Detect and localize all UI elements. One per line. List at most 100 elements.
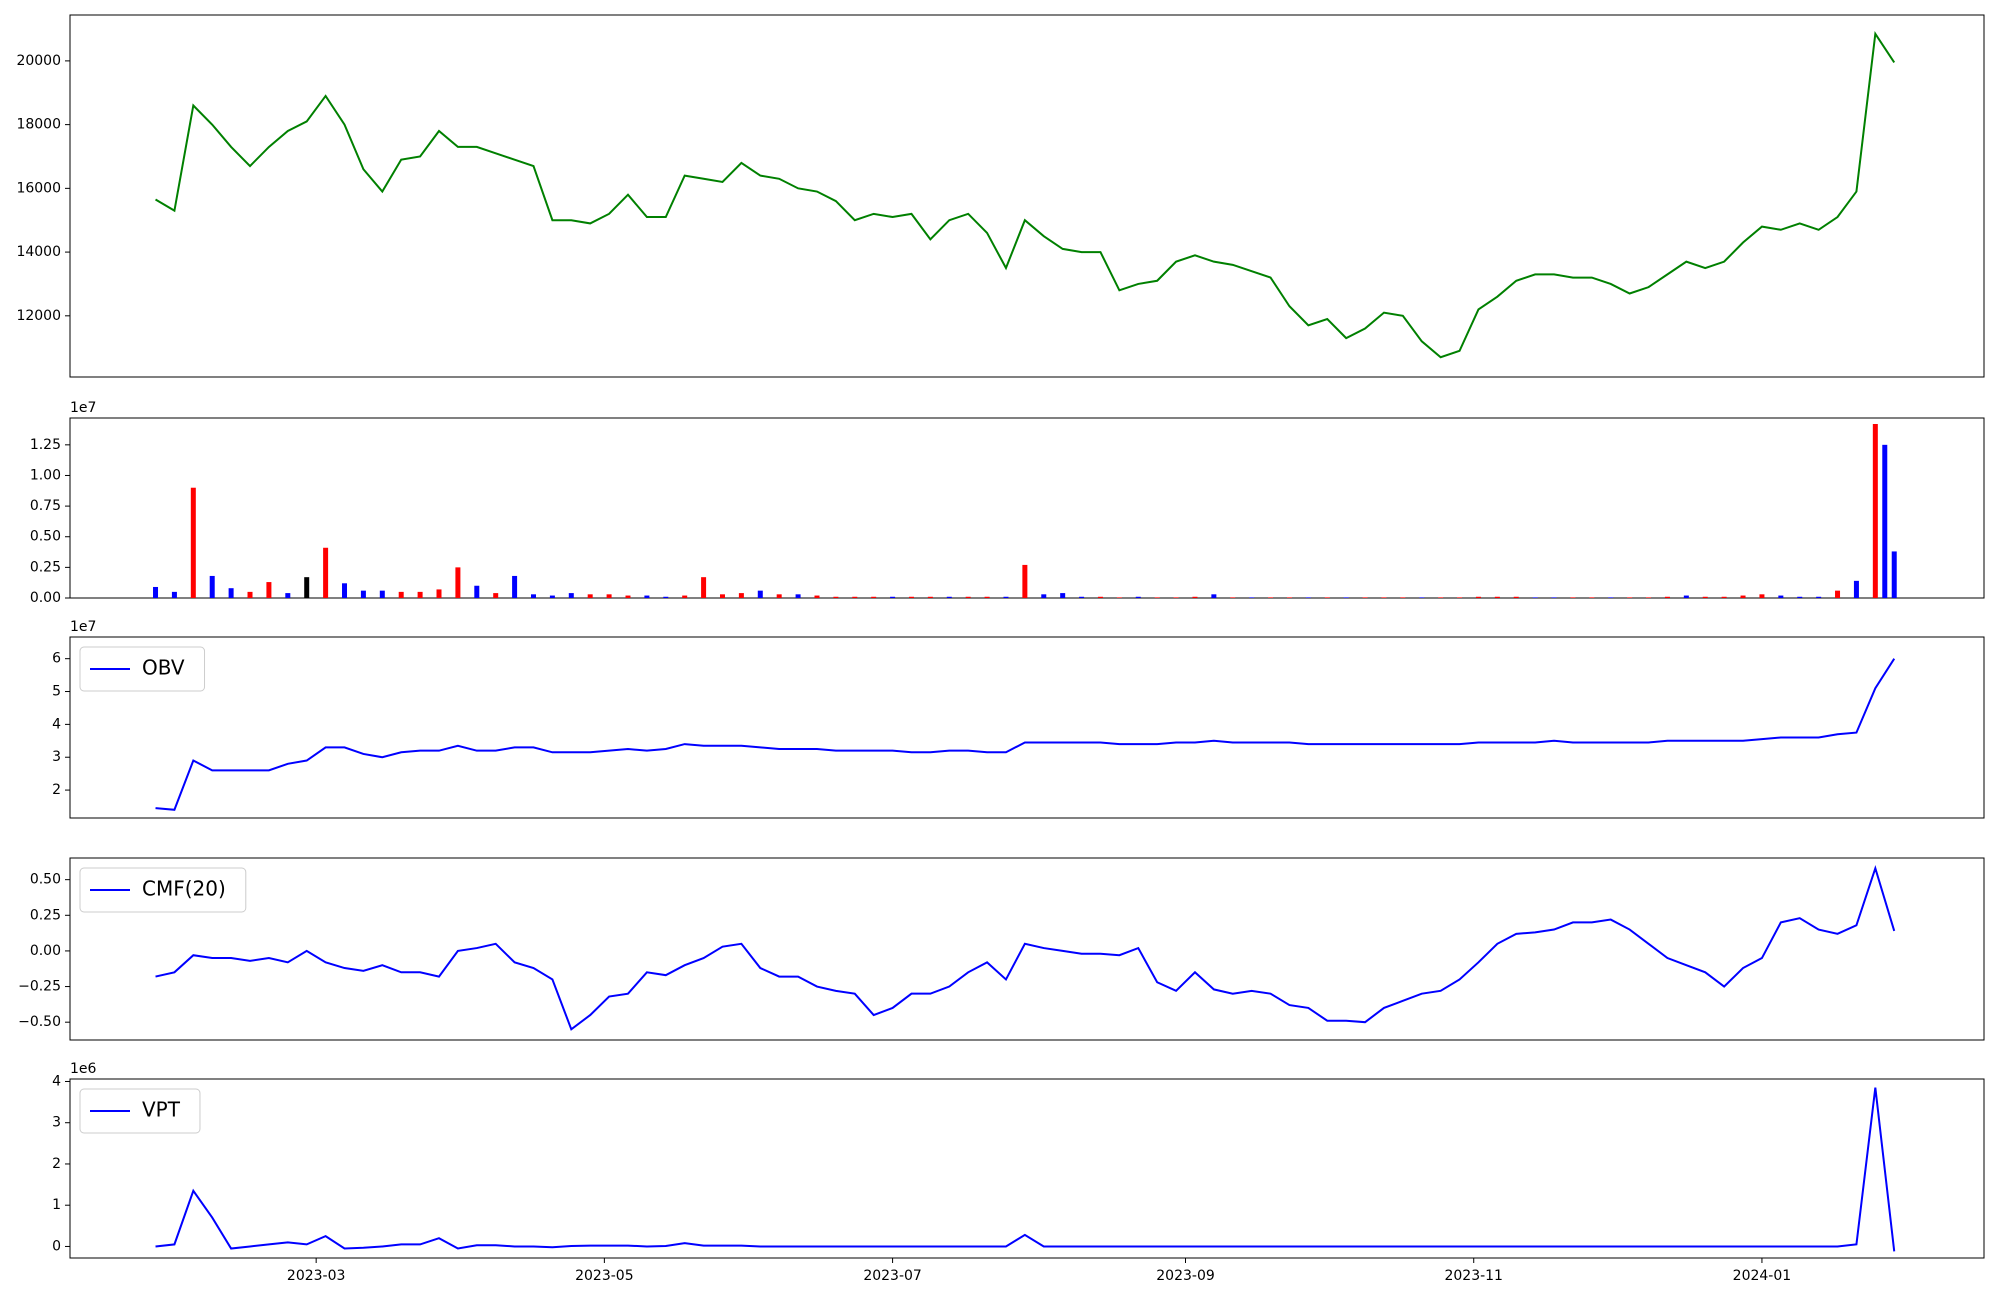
bar (1721, 596, 1727, 598)
y-tick-label: 1.25 (30, 437, 61, 453)
data-line (155, 658, 1896, 811)
bar (1882, 444, 1888, 598)
y-tick-label: 0.00 (30, 943, 61, 959)
y-tick-label: 2 (52, 1156, 61, 1172)
bar (549, 595, 555, 598)
bar (1891, 551, 1897, 598)
bar (1116, 597, 1122, 598)
bar (852, 596, 858, 598)
bar (965, 596, 971, 598)
bar (342, 583, 348, 598)
subplot: 0 1 2 3 4 2023-03 2023-05 2023-07 2023-09 2023-11… (52, 1061, 1985, 1284)
bar (701, 577, 707, 598)
bar (512, 575, 518, 598)
legend-label: VPT (142, 1098, 181, 1122)
x-tick-label: 2023-07 (863, 1268, 922, 1284)
bar (757, 590, 763, 598)
x-tick-label: 2023-09 (1156, 1268, 1215, 1284)
bar (1192, 596, 1198, 598)
bar (1154, 597, 1160, 598)
bar (1268, 597, 1274, 598)
bar (1060, 593, 1066, 598)
bar (153, 586, 159, 598)
bar (1003, 596, 1009, 598)
y-tick-label: 0 (52, 1238, 61, 1254)
plot-area (69, 636, 1985, 819)
bar (1419, 597, 1425, 598)
bar (1022, 564, 1028, 598)
bar (1797, 596, 1803, 598)
legend-label: CMF(20) (142, 877, 226, 901)
x-tick-label: 2023-05 (575, 1268, 634, 1284)
bar (455, 567, 461, 598)
bar (1286, 597, 1292, 598)
bar (1532, 597, 1538, 598)
bar (1343, 597, 1349, 598)
subplot: 0.00 0.25 0.50 0.75 1.00 1.25 1e7 (30, 400, 1985, 606)
y-tick-label: 0.25 (30, 559, 61, 575)
y-tick-label: 0.50 (30, 529, 61, 545)
y-tick-label: −0.25 (18, 979, 61, 995)
bar (1249, 597, 1255, 598)
bar (1135, 596, 1141, 598)
bar (871, 596, 877, 598)
y-tick-label: 1 (52, 1197, 61, 1213)
bar (1230, 597, 1236, 598)
bar (228, 588, 234, 598)
bar (209, 575, 215, 598)
y-tick-label: 14000 (16, 244, 61, 260)
y-tick-label: 1.00 (30, 467, 61, 483)
bar (890, 596, 896, 598)
bar (1097, 596, 1103, 598)
bar (833, 596, 839, 598)
bar (360, 590, 366, 598)
y-tick-label: 12000 (16, 308, 61, 324)
bar (1608, 597, 1614, 598)
bar (323, 547, 329, 598)
data-line (155, 864, 1896, 1031)
bar (530, 594, 536, 598)
bar (984, 596, 990, 598)
bar (1041, 594, 1047, 598)
y-tick-label: 16000 (16, 180, 61, 196)
bar (795, 594, 801, 598)
bar (738, 593, 744, 598)
bar (1551, 597, 1557, 598)
bar (663, 596, 669, 598)
bar (1702, 596, 1708, 598)
bar (474, 585, 480, 598)
subplot: 12000 14000 16000 18000 20000 (16, 14, 1985, 378)
bar (1400, 597, 1406, 598)
bar (493, 593, 499, 598)
offset-label: 1e7 (70, 400, 96, 416)
bar (1664, 596, 1670, 598)
bar (1646, 597, 1652, 598)
bar (304, 577, 310, 598)
bar (417, 591, 423, 598)
bar (285, 593, 291, 598)
bar (946, 596, 952, 598)
bar (568, 593, 574, 598)
bar (1475, 596, 1481, 598)
bar (587, 594, 593, 598)
bar (625, 595, 631, 598)
x-tick-label: 2024-01 (1733, 1268, 1792, 1284)
bar (1835, 590, 1841, 598)
bar (1853, 580, 1859, 598)
subplot: −0.50 −0.25 0.00 0.25 0.50 CMF(20) (18, 857, 1985, 1041)
bar (1778, 595, 1784, 598)
bar (1305, 597, 1311, 598)
legend-box (79, 646, 206, 692)
legend-label: OBV (142, 656, 185, 680)
bar (398, 591, 404, 598)
subplot: 2 3 4 5 6 1e7 OBV (52, 619, 1985, 819)
y-tick-label: −0.50 (18, 1014, 61, 1030)
bar (171, 591, 177, 598)
y-tick-label: 0.50 (30, 872, 61, 888)
x-tick-label: 2023-11 (1444, 1268, 1503, 1284)
bar (927, 596, 933, 598)
x-tick-label: 2023-03 (287, 1268, 346, 1284)
bar (1173, 597, 1179, 598)
y-tick-label: 4 (52, 716, 61, 732)
